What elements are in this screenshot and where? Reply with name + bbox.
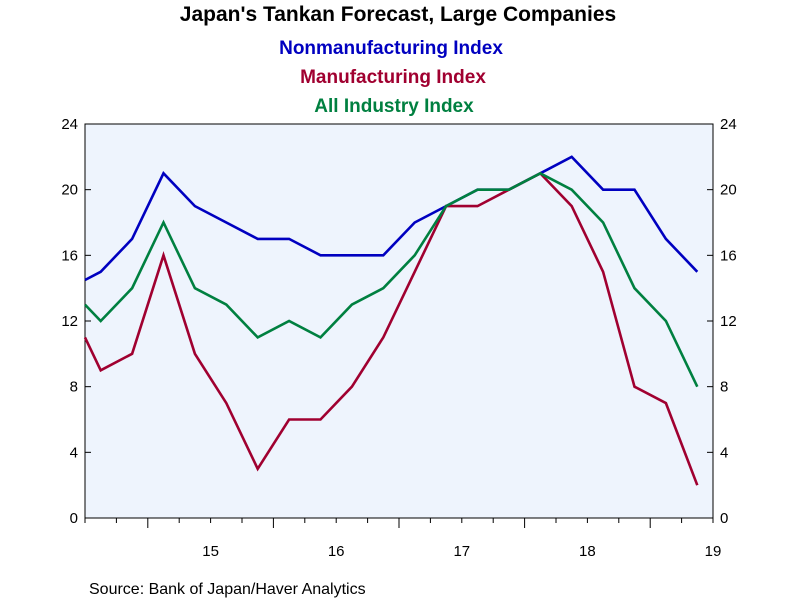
y-tick-label-left: 8 [70,379,78,396]
x-tick-label-19: 19 [705,543,722,560]
y-tick-label-right: 24 [720,116,737,133]
x-tick-label-18: 18 [579,543,596,560]
x-tick-label-17: 17 [453,543,470,560]
x-tick-label-15: 15 [202,543,219,560]
plot-area [84,123,714,519]
series-layer [83,155,699,486]
series-line-manufacturing [83,171,699,486]
x-tick-label-16: 16 [328,543,345,560]
chart-title: Japan's Tankan Forecast, Large Companies [180,3,616,26]
y-tick-label-left: 0 [70,510,78,527]
x-axis: 15 16 17 18 19 [84,518,722,560]
y-tick-label-left: 20 [61,182,78,199]
y-tick-label-right: 0 [720,510,728,527]
series-line-all-industry [84,171,699,388]
y-tick-label-left: 4 [70,444,78,461]
y-tick-label-right: 4 [720,444,728,461]
y-tick-label-left: 16 [61,247,78,264]
source-note: Source: Bank of Japan/Haver Analytics [89,581,366,598]
y-axis-left: 0 4 8 12 16 20 24 [61,116,91,527]
y-tick-label-left: 24 [61,116,78,133]
legend-all-industry: All Industry Index [314,96,474,117]
y-axis-right: 0 4 8 12 16 20 24 [707,116,737,527]
y-tick-label-right: 12 [720,313,737,330]
legend-manufacturing: Manufacturing Index [300,67,486,88]
y-tick-label-left: 12 [61,313,78,330]
y-tick-label-right: 8 [720,379,728,396]
y-tick-label-right: 20 [720,182,737,199]
y-tick-label-right: 16 [720,247,737,264]
legend-nonmanufacturing: Nonmanufacturing Index [279,38,503,59]
series-line-nonmanufacturing [84,155,699,282]
